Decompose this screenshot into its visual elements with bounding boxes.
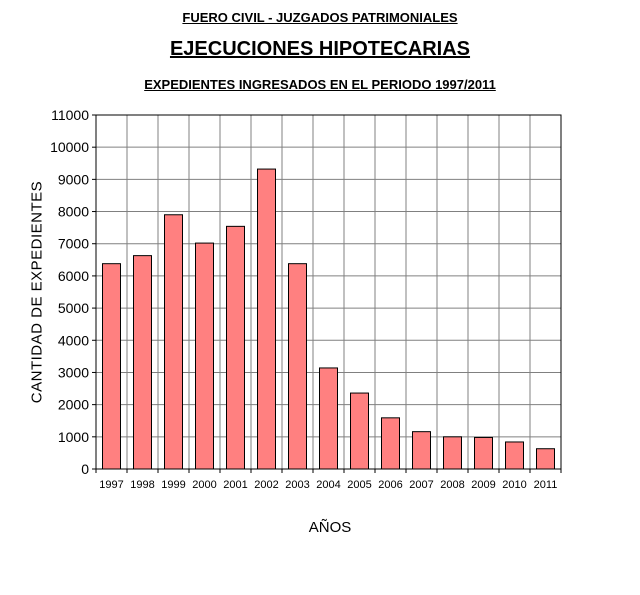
bar-2006 bbox=[381, 417, 400, 470]
y-axis-label: CANTIDAD DE EXPEDIENTES bbox=[28, 180, 46, 404]
bar-1999 bbox=[164, 214, 183, 470]
axes bbox=[92, 114, 562, 473]
x-tick-label: 2005 bbox=[347, 479, 371, 491]
bar-2000 bbox=[195, 242, 214, 470]
y-tick-label: 1000 bbox=[58, 429, 89, 445]
bar-2004 bbox=[319, 367, 338, 470]
y-tick-label: 4000 bbox=[58, 332, 89, 348]
plot-frame bbox=[95, 114, 562, 470]
bar-2009 bbox=[474, 436, 493, 470]
y-tick-label: 0 bbox=[81, 461, 89, 477]
y-tick-label: 6000 bbox=[58, 268, 89, 284]
y-tick-label: 5000 bbox=[58, 300, 89, 316]
bar-2005 bbox=[350, 392, 369, 470]
x-tick-label: 2007 bbox=[409, 479, 433, 491]
x-tick-label: 2010 bbox=[502, 479, 526, 491]
y-tick-label: 10000 bbox=[50, 139, 89, 155]
x-tick-label: 2003 bbox=[285, 479, 309, 491]
bar-2001 bbox=[226, 225, 245, 470]
chart-title: EJECUCIONES HIPOTECARIAS bbox=[169, 38, 471, 60]
bar-2010 bbox=[505, 441, 524, 470]
bar-2008 bbox=[443, 436, 462, 470]
x-tick-label: 2002 bbox=[254, 479, 278, 491]
x-tick-label: 1999 bbox=[161, 479, 185, 491]
x-tick-label: 2009 bbox=[471, 479, 495, 491]
y-tick-label: 2000 bbox=[58, 397, 89, 413]
x-tick-label: 2011 bbox=[534, 479, 558, 491]
x-axis-label: AÑOS bbox=[308, 519, 352, 536]
x-tick-label: 1997 bbox=[99, 479, 123, 491]
bar-1997 bbox=[102, 263, 121, 470]
bar-2003 bbox=[288, 263, 307, 470]
y-tick-labels: 0 1000 2000 3000 4000 5000 6000 7000 8000 9000 100… bbox=[50, 107, 89, 477]
x-tick-label: 2006 bbox=[378, 479, 402, 491]
x-tick-labels: 1997 1998 1999 2000 2001 2002 2003 2004 2005 2006… bbox=[99, 479, 557, 491]
bar-2011 bbox=[536, 448, 555, 470]
bar-2007 bbox=[412, 431, 431, 470]
x-tick-label: 1998 bbox=[130, 479, 154, 491]
y-tick-label: 9000 bbox=[58, 171, 89, 187]
bar-2002 bbox=[257, 168, 276, 470]
x-tick-label: 2008 bbox=[440, 479, 464, 491]
y-tick-label: 11000 bbox=[51, 107, 89, 123]
x-tick-label: 2001 bbox=[223, 479, 247, 491]
y-tick-label: 7000 bbox=[58, 236, 89, 252]
report-heading: FUERO CIVIL - JUZGADOS PATRIMONIALES bbox=[182, 10, 458, 25]
y-tick-label: 3000 bbox=[58, 364, 89, 380]
chart-subtitle: EXPEDIENTES INGRESADOS EN EL PERIODO 199… bbox=[144, 77, 496, 92]
y-tick-label: 8000 bbox=[58, 204, 89, 220]
x-tick-label: 2004 bbox=[316, 479, 340, 491]
bar-1998 bbox=[133, 255, 152, 470]
bars bbox=[102, 168, 555, 470]
x-tick-label: 2000 bbox=[192, 479, 216, 491]
